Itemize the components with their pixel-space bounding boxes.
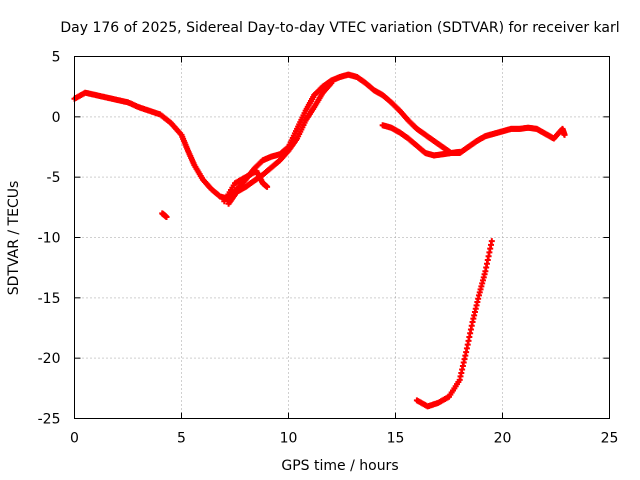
x-tick-label-3: 15 — [387, 431, 405, 447]
axis-ticks: 0 5 10 15 20 25 -25 -20 -15 -10 -5 0 5 — [38, 50, 619, 447]
x-tick-label-0: 0 — [70, 431, 79, 447]
series-descending-arc — [413, 238, 495, 410]
series-segment-after-14h — [379, 122, 463, 159]
data-point-lower-loop-5-0 — [264, 183, 271, 190]
data-point-main-trace-56-0 — [561, 131, 568, 138]
data-point-descending-arc-9-0 — [488, 238, 495, 245]
y-tick-label-0: -25 — [38, 412, 61, 428]
y-tick-label-4: -5 — [47, 170, 61, 186]
x-tick-label-2: 10 — [280, 431, 298, 447]
y-tick-label-1: -20 — [38, 351, 61, 367]
data-point-secondary-trace-12-0 — [328, 80, 335, 87]
series-isolated — [159, 210, 170, 220]
x-tick-label-5: 25 — [601, 431, 619, 447]
data-point-segment-after-14h-9-0 — [456, 148, 463, 155]
x-axis-label: GPS time / hours — [281, 458, 398, 474]
x-tick-label-1: 5 — [177, 431, 186, 447]
chart-title: Day 176 of 2025, Sidereal Day-to-day VTE… — [60, 20, 619, 36]
y-tick-label-5: 0 — [52, 110, 61, 126]
y-tick-label-6: 5 — [52, 50, 61, 66]
x-tick-label-4: 20 — [494, 431, 512, 447]
y-tick-label-2: -15 — [38, 291, 61, 307]
series-lower-loop — [221, 168, 271, 205]
series-main-trace — [71, 71, 568, 202]
y-axis-label: SDTVAR / TECUs — [6, 181, 22, 296]
series-secondary-trace — [225, 80, 335, 207]
data-layer — [71, 71, 568, 410]
grid-lines — [74, 56, 610, 419]
y-tick-label-3: -10 — [38, 231, 61, 247]
data-point-isolated-1-0 — [163, 213, 170, 220]
